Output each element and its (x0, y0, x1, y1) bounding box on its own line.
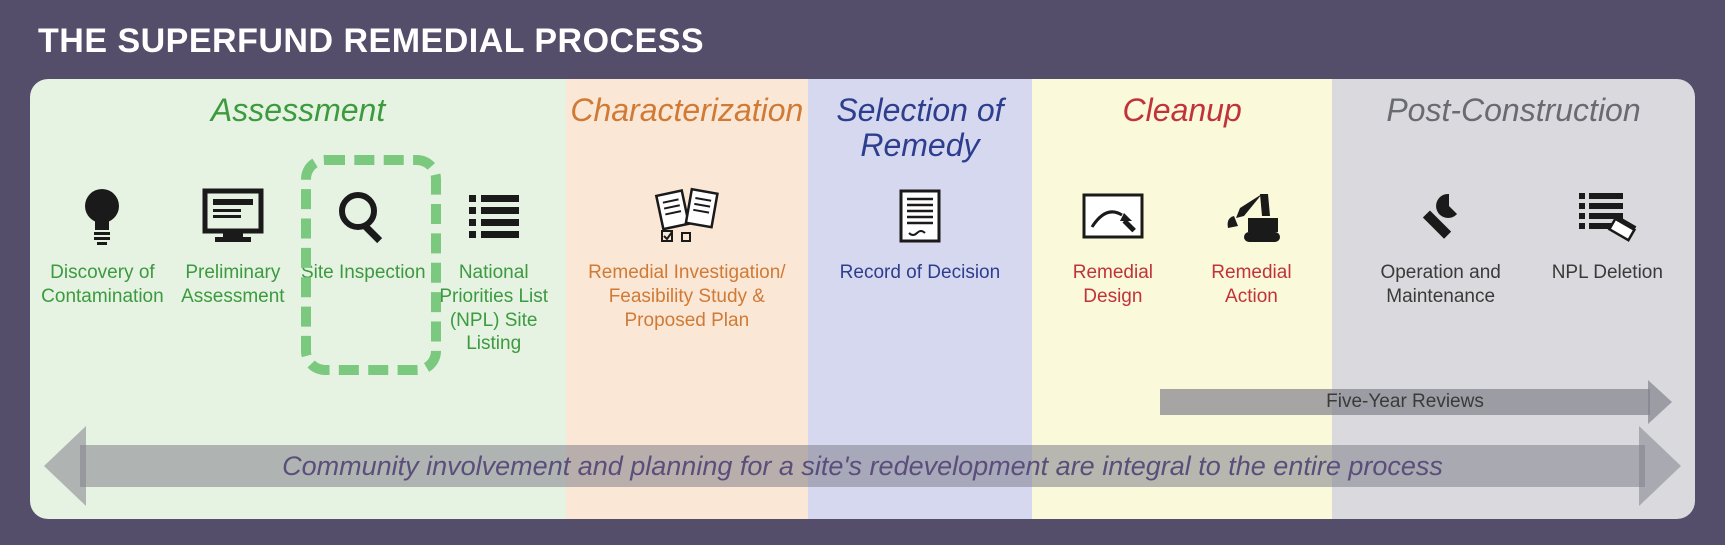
step: Operation and Maintenance (1356, 181, 1526, 309)
step: Site Inspection (299, 181, 427, 285)
step-label: NPL Deletion (1552, 261, 1663, 285)
step: Remedial Design (1049, 181, 1177, 309)
steps-row: Record of Decision (808, 171, 1033, 285)
phase-title: Selection of Remedy (808, 93, 1033, 171)
infographic-frame: THE SUPERFUND REMEDIAL PROCESS Assessmen… (0, 0, 1725, 545)
step: National Priorities List (NPL) Site List… (430, 181, 558, 356)
step: Preliminary Assessment (169, 181, 297, 309)
wrench-icon (1413, 181, 1469, 251)
bulb-icon (77, 181, 127, 251)
step: Remedial Investigation/ Feasibility Stud… (572, 181, 801, 332)
magnifier-icon (334, 181, 392, 251)
steps-row: Operation and Maintenance NPL Deletion (1332, 171, 1695, 309)
step-label: Site Inspection (301, 261, 426, 285)
step-label: Discovery of Contamination (38, 261, 166, 309)
phases-panel: Assessment Discovery of Contamination Pr… (30, 79, 1695, 519)
steps-row: Discovery of Contamination Preliminary A… (30, 171, 566, 356)
phase-title: Assessment (30, 93, 566, 171)
step-label: National Priorities List (NPL) Site List… (430, 261, 558, 356)
excavator-icon (1220, 181, 1282, 251)
step: Discovery of Contamination (38, 181, 166, 309)
step-label: Operation and Maintenance (1356, 261, 1526, 309)
documents-icon (652, 181, 722, 251)
list-icon (467, 181, 521, 251)
step: Remedial Action (1187, 181, 1315, 309)
community-text: Community involvement and planning for a… (282, 451, 1443, 482)
step: NPL Deletion (1543, 181, 1671, 285)
step-label: Preliminary Assessment (169, 261, 297, 309)
five-year-reviews-arrow: Five-Year Reviews (1160, 389, 1650, 415)
main-title: THE SUPERFUND REMEDIAL PROCESS (38, 22, 1695, 61)
step: Record of Decision (835, 181, 1005, 285)
delete-list-icon (1577, 181, 1637, 251)
record-icon (895, 181, 945, 251)
community-arrow: Community involvement and planning for a… (80, 435, 1645, 497)
step-label: Record of Decision (840, 261, 1001, 285)
five-year-reviews-label: Five-Year Reviews (1160, 391, 1650, 413)
step-label: Remedial Investigation/ Feasibility Stud… (572, 261, 801, 332)
phase-title: Characterization (566, 93, 807, 171)
steps-row: Remedial Design Remedial Action (1032, 171, 1332, 309)
phase-title: Post-Construction (1332, 93, 1695, 171)
phase-title: Cleanup (1032, 93, 1332, 171)
monitor-icon (201, 181, 265, 251)
design-icon (1080, 181, 1146, 251)
step-label: Remedial Design (1049, 261, 1177, 309)
step-label: Remedial Action (1187, 261, 1315, 309)
steps-row: Remedial Investigation/ Feasibility Stud… (566, 171, 807, 332)
